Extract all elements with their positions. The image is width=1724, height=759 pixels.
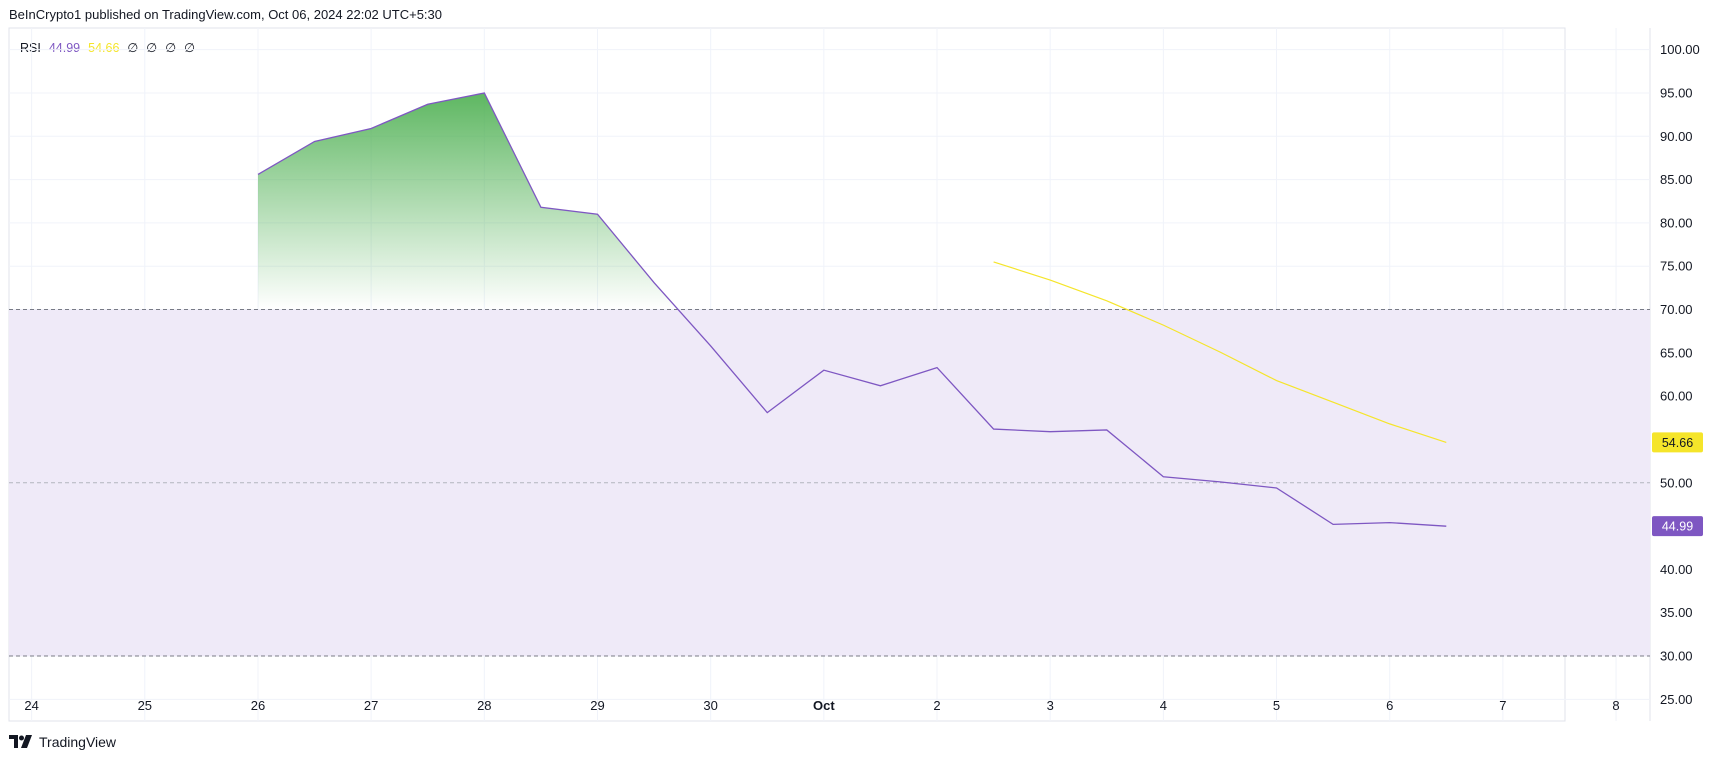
x-axis[interactable]: 24 25 26 27 28 29 30 Oct 2 3 4 5 6 7 8 [24, 698, 1619, 713]
rsi-last-value-badge: 44.99 [1662, 520, 1693, 534]
x-tick-label: 29 [590, 698, 604, 713]
indicator-name: RSI [20, 40, 41, 55]
ma-last-value-badge-bg [1652, 432, 1703, 453]
x-tick-label: 6 [1386, 698, 1393, 713]
y-tick-label: 50.00 [1660, 475, 1693, 490]
y-tick-label: 25.00 [1660, 692, 1693, 707]
tradingview-brand-text: TradingView [39, 734, 117, 750]
y-tick-label: 40.00 [1660, 562, 1693, 577]
tradingview-logo[interactable]: TradingView [9, 734, 116, 750]
ma-series-line [993, 261, 1447, 443]
overbought-fill [257, 92, 1447, 310]
rsi-band [9, 309, 1650, 657]
x-tick-label: 2 [933, 698, 940, 713]
y-tick-label: 35.00 [1660, 605, 1693, 620]
x-tick-label: 4 [1160, 698, 1167, 713]
publisher-line: BeInCrypto1 published on TradingView.com… [9, 7, 442, 22]
x-tick-label: 7 [1499, 698, 1506, 713]
y-tick-label: 85.00 [1660, 172, 1693, 187]
legend-placeholder-4: ∅ [184, 41, 195, 55]
y-tick-label: 70.00 [1660, 302, 1693, 317]
x-tick-label: Oct [813, 698, 835, 713]
y-tick-label: 30.00 [1660, 649, 1693, 664]
rsi-legend-value: 44.99 [48, 40, 81, 55]
y-tick-label: 60.00 [1660, 389, 1693, 404]
overbought-area [257, 92, 1447, 310]
ma-last-value-badge: 54.66 [1662, 436, 1693, 450]
tradingview-logo-icon [9, 735, 32, 748]
last-value-badges: 54.66 44.99 [1652, 432, 1703, 537]
x-tick-label: 3 [1047, 698, 1054, 713]
ma-legend-value: 54.66 [88, 40, 120, 55]
legend-placeholder-2: ∅ [146, 41, 158, 55]
indicator-legend[interactable]: RSI 44.99 54.66 ∅ ∅ ∅ ∅ [20, 40, 195, 56]
legend-placeholder-3: ∅ [165, 41, 177, 55]
rsi-last-value-badge-bg [1652, 516, 1703, 537]
y-axis[interactable]: 100.00 95.00 90.00 85.00 80.00 75.00 70.00 65.0… [1660, 42, 1700, 707]
y-tick-label: 90.00 [1660, 129, 1693, 144]
y-tick-label: 100.00 [1660, 42, 1700, 57]
y-tick-label: 75.00 [1660, 259, 1693, 274]
x-tick-label: 26 [251, 698, 265, 713]
rsi-series-line [257, 92, 1447, 527]
x-tick-label: 5 [1273, 698, 1280, 713]
y-tick-label: 80.00 [1660, 215, 1693, 230]
x-tick-label: 24 [24, 698, 38, 713]
x-tick-label: 28 [477, 698, 491, 713]
x-tick-label: 25 [138, 698, 152, 713]
legend-placeholder-1: ∅ [127, 41, 139, 55]
y-tick-label: 95.00 [1660, 85, 1693, 100]
series-lines [257, 92, 1447, 527]
x-tick-label: 27 [364, 698, 378, 713]
x-tick-label: 8 [1612, 698, 1619, 713]
x-tick-label: 30 [703, 698, 717, 713]
y-tick-label: 65.00 [1660, 345, 1693, 360]
